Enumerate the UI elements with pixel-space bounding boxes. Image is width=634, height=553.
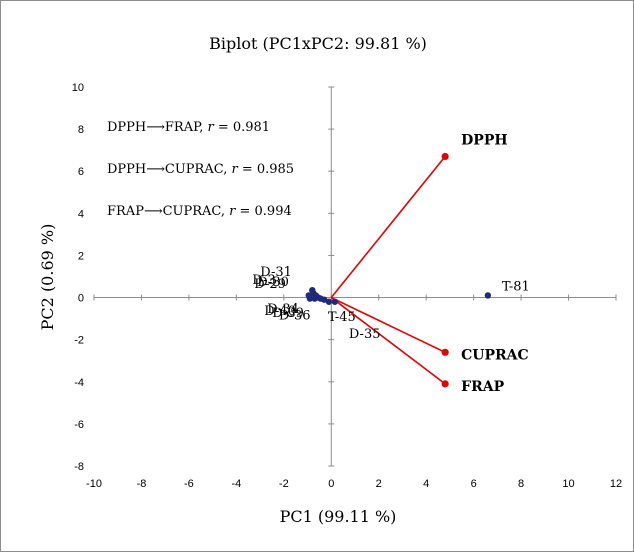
y-tick-label: 10 [72, 82, 84, 94]
vector-endpoint [441, 152, 449, 161]
x-tick-label: 4 [423, 478, 429, 490]
observation-label: D-36 [279, 309, 311, 324]
observation-point [484, 292, 492, 299]
y-tick-label: 2 [78, 250, 84, 262]
y-axis-label: PC2 (0.69 %) [38, 224, 57, 331]
vector-endpoint [441, 380, 449, 388]
observation-point [311, 295, 318, 302]
correlation-annotations: DPPH⟶FRAP, r = 0.981 DPPH⟶CUPRAC, r = 0.9… [107, 120, 294, 219]
variable-vectors: DPPH CUPRAC FRAP [330, 132, 529, 395]
vector-line [330, 296, 446, 354]
vector-line [330, 155, 446, 299]
vector-line [330, 296, 446, 385]
annotation-pair: DPPH⟶CUPRAC, [107, 162, 231, 177]
annotation-r: r [231, 162, 238, 177]
vector-label: CUPRAC [461, 347, 529, 363]
y-tick-label: -2 [74, 335, 84, 347]
observation-point [305, 292, 312, 299]
y-tick-label: 8 [78, 124, 84, 136]
x-tick-label: 12 [610, 478, 622, 490]
y-tick-label: -8 [74, 461, 84, 473]
x-tick-label: 8 [518, 478, 524, 490]
annotation-value: = 0.994 [235, 204, 291, 219]
overlapping-label: D-34 [267, 302, 299, 317]
overlapping-label: D-39 [272, 306, 304, 321]
observation-label: D-31 [260, 265, 292, 280]
x-tick-label: -2 [279, 478, 289, 490]
x-tick-label: 10 [562, 478, 574, 490]
x-axis-label: PC1 (99.11 %) [280, 507, 397, 526]
annotation-pair: FRAP⟶CUPRAC, [107, 204, 229, 219]
observation-label: D-35 [349, 327, 381, 342]
vector-label: FRAP [461, 379, 504, 395]
vector-endpoint [441, 348, 449, 356]
y-tick-label: 4 [78, 208, 84, 220]
y-tick-label: 6 [78, 166, 84, 178]
observation-label: T-81 [502, 279, 530, 294]
overlapping-label: D-40 [264, 304, 296, 319]
vector-label: DPPH [461, 132, 507, 148]
y-tick-label: 0 [78, 293, 84, 305]
annotation-value: = 0.985 [238, 162, 294, 177]
annotation-text: DPPH⟶FRAP, r = 0.981 [107, 120, 270, 135]
x-tick-label: 2 [376, 478, 382, 490]
overlapping-label: D-30 [257, 275, 289, 290]
annotation-r: r [207, 120, 214, 135]
y-tick-label: -4 [74, 377, 84, 389]
x-tick-label: -4 [231, 478, 241, 490]
annotation-value: = 0.981 [214, 120, 270, 135]
overlapping-label: D-29 [254, 277, 286, 292]
overlapping-label: D-3 [252, 273, 275, 288]
x-tick-label: 0 [328, 478, 334, 490]
y-tick-label: -6 [74, 419, 84, 431]
annotation-pair: DPPH⟶FRAP, [107, 120, 207, 135]
annotation-r: r [229, 204, 236, 219]
x-tick-label: -10 [86, 478, 102, 490]
chart-title: Biplot (PC1xPC2: 99.81 %) [209, 34, 427, 53]
observation-points: T-81 T-45 D-35 D-36 D-31D-3D-30D-29 D-34D-40D… [252, 265, 530, 342]
annotation-text: FRAP⟶CUPRAC, r = 0.994 [107, 204, 292, 219]
x-tick-label: -8 [137, 478, 147, 490]
annotation-text: DPPH⟶CUPRAC, r = 0.985 [107, 162, 294, 177]
observation-label: T-45 [328, 310, 356, 325]
x-tick-label: 6 [471, 478, 477, 490]
x-tick-label: -6 [184, 478, 194, 490]
observation-point [320, 296, 328, 303]
observation-point [331, 298, 339, 305]
